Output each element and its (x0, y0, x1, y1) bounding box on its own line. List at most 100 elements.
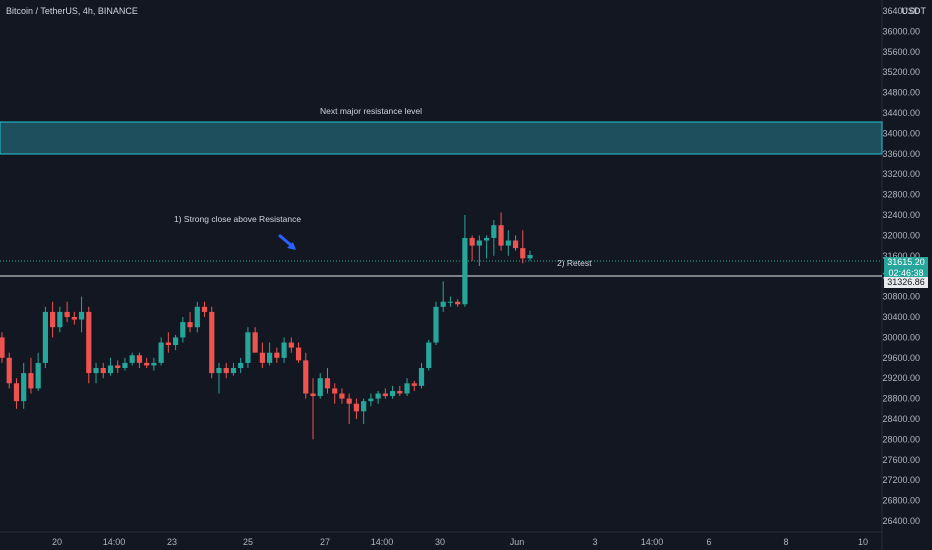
candle (484, 235, 490, 259)
candle (433, 301, 439, 346)
candle-body (288, 342, 294, 348)
candle-body (259, 352, 265, 363)
candle (469, 235, 475, 261)
candle-body (13, 383, 20, 402)
candle (259, 342, 265, 368)
candle-body (368, 398, 374, 402)
price-tick-label: 30400.00 (882, 312, 920, 322)
currency-label[interactable]: USDT (901, 6, 927, 16)
candle (527, 250, 533, 261)
candle (187, 311, 193, 333)
candle-body (136, 355, 143, 363)
candle (368, 393, 374, 407)
candle-body (21, 373, 27, 402)
candle-body (295, 347, 302, 361)
candle (129, 352, 135, 366)
price-tick-label: 27200.00 (882, 475, 920, 485)
candle-body (165, 342, 171, 346)
candle (78, 296, 85, 333)
candle (238, 357, 244, 374)
strong-close-label: 1) Strong close above Resistance (174, 214, 302, 224)
candle (115, 360, 121, 374)
candle-body (267, 352, 273, 363)
candle-body (172, 337, 179, 346)
candle (42, 306, 48, 368)
candle-body (397, 390, 403, 394)
candle-body (404, 383, 410, 394)
candle (303, 352, 309, 399)
price-tick-label: 28800.00 (882, 394, 920, 404)
candle-body (375, 393, 381, 399)
candle-body (491, 225, 497, 238)
candle (288, 337, 294, 353)
candle (404, 378, 410, 397)
time-tick-label: 14:00 (371, 537, 394, 547)
candle-body (187, 322, 193, 328)
candle (455, 299, 461, 307)
candle-body (100, 368, 106, 374)
last-price-value: 31615.20 (887, 257, 925, 267)
candle-body (317, 378, 323, 397)
symbol-title[interactable]: Bitcoin / TetherUS, 4h, BINANCE (6, 6, 138, 16)
candle-body (107, 365, 114, 374)
candle (165, 332, 171, 353)
price-tick-label: 32000.00 (882, 230, 920, 240)
candle-body (411, 383, 417, 386)
price-tick-label: 36400.00 (882, 6, 920, 16)
candle (35, 352, 41, 391)
candle (172, 334, 179, 351)
price-tick-label: 33200.00 (882, 169, 920, 179)
candle (6, 352, 12, 389)
candle-body (57, 311, 63, 328)
arrow-icon (278, 233, 296, 250)
candle-body (462, 237, 468, 305)
candle (324, 368, 331, 394)
candle (476, 235, 482, 266)
candle (491, 220, 497, 256)
candle (317, 373, 323, 399)
price-axis[interactable]: 26400.00 26800.00 27200.00 27600.00 28000.00… (882, 6, 920, 526)
candle (310, 378, 316, 440)
time-tick-label: 8 (783, 537, 788, 547)
price-tick-label: 33600.00 (882, 149, 920, 159)
candle-body (223, 368, 229, 374)
candle (13, 378, 20, 409)
candle-body (455, 301, 461, 305)
candle-body (209, 311, 215, 374)
candle-body (440, 301, 446, 307)
candle-body (194, 306, 200, 328)
candle (107, 357, 114, 376)
candle-body (6, 357, 12, 384)
candle (281, 337, 287, 363)
candle-body (144, 362, 150, 366)
candle-body (50, 311, 56, 328)
candle-body (324, 378, 331, 389)
price-tick-label: 26400.00 (882, 516, 920, 526)
candle-body (245, 332, 251, 363)
candle-body (332, 388, 338, 394)
candle (216, 362, 222, 394)
candle (498, 212, 504, 251)
candle (122, 357, 128, 371)
time-axis[interactable]: 20 14:00 23 25 27 14:00 30 Jun 3 14:00 6 8 10 (52, 537, 868, 547)
candle-body (389, 390, 396, 397)
candle-body (339, 393, 345, 399)
candle (520, 230, 526, 264)
candle (418, 362, 425, 389)
time-tick-label: 14:00 (641, 537, 664, 547)
resistance-zone[interactable] (0, 121, 883, 155)
price-tick-label: 29200.00 (882, 373, 920, 383)
time-tick-label: 27 (320, 537, 330, 547)
candle (151, 357, 157, 371)
time-tick-label: 3 (592, 537, 597, 547)
candle-body (158, 342, 164, 363)
candle (361, 398, 367, 425)
candle-body (180, 322, 186, 338)
candle (295, 342, 302, 363)
candle (136, 352, 143, 368)
candle-body (0, 337, 5, 358)
price-tick-label: 29600.00 (882, 353, 920, 363)
candle (201, 301, 208, 317)
price-tick-label: 28400.00 (882, 414, 920, 424)
